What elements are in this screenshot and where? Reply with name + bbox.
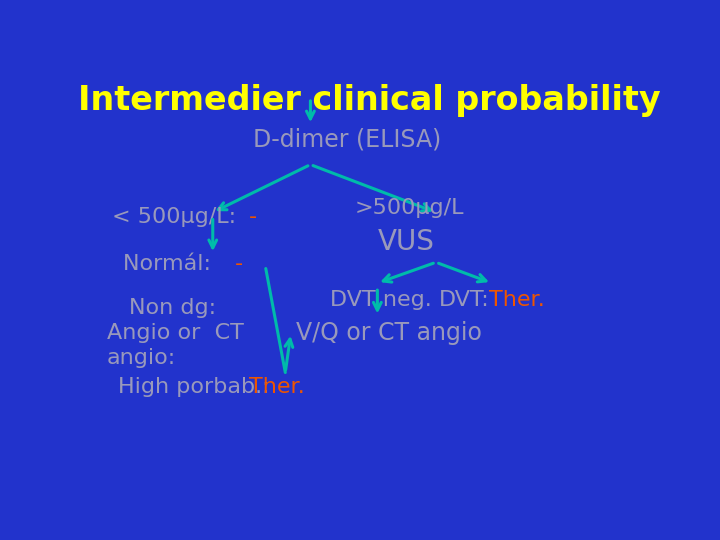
Text: Intermedier clinical probability: Intermedier clinical probability (78, 84, 660, 117)
Text: angio:: angio: (107, 348, 176, 368)
Text: < 500μg/L:: < 500μg/L: (112, 207, 243, 227)
Text: DVT:: DVT: (438, 290, 490, 310)
Text: Ther.: Ther. (489, 290, 545, 310)
Text: >500μg/L: >500μg/L (355, 198, 464, 218)
Text: Ther.: Ther. (249, 377, 305, 397)
Text: Normál:: Normál: (124, 254, 219, 274)
Text: DVT neg.: DVT neg. (330, 290, 432, 310)
Text: Non dg:: Non dg: (129, 298, 216, 318)
Text: High porbab.:: High porbab.: (118, 377, 269, 397)
Text: D-dimer (ELISA): D-dimer (ELISA) (253, 127, 441, 152)
Text: VUS: VUS (377, 227, 434, 255)
Text: V/Q or CT angio: V/Q or CT angio (297, 321, 482, 345)
Text: -: - (235, 254, 243, 274)
Text: Angio or  CT: Angio or CT (107, 323, 243, 343)
Text: -: - (249, 207, 257, 227)
